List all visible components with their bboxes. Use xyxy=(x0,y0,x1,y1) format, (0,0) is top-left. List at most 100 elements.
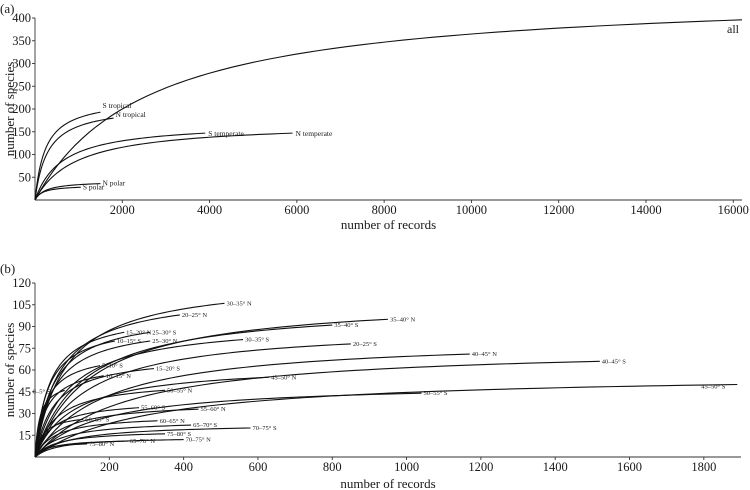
x-tick-label: 400 xyxy=(174,460,193,474)
curve-15-20-s xyxy=(34,368,154,458)
x-tick-label: 1800 xyxy=(691,460,716,474)
curve-label-n-temperate: N temperate xyxy=(295,129,333,138)
curve-label-0-5-s: 0–5° S xyxy=(33,388,51,395)
x-tick-label: 4000 xyxy=(197,203,222,217)
y-tick-label: 300 xyxy=(12,57,31,71)
curve-70-75-n xyxy=(34,439,184,458)
curve-label-45-50-s: 45–50° S xyxy=(701,384,725,391)
curve-label-75-80-s: 75–80° S xyxy=(167,431,191,438)
curve-0-5-s xyxy=(34,389,65,458)
curve-label-s-tropical: S tropical xyxy=(102,101,131,110)
curve-label-65-70-s: 65–70° S xyxy=(193,422,217,429)
curve-s-temperate xyxy=(34,132,206,201)
curve-65-70-n xyxy=(34,440,128,458)
curve-s-polar xyxy=(34,186,81,201)
curve-30-35-s xyxy=(34,339,244,458)
curve-label-s-temperate: S temperate xyxy=(208,129,244,138)
y-tick-label: 60 xyxy=(19,363,32,377)
curve-35-40-s xyxy=(34,324,333,458)
curve-label-10-15-n: 10–15° N xyxy=(106,373,131,380)
curve-label-25-30-n: 25–30° N xyxy=(152,338,177,345)
x-tick-label: 2000 xyxy=(110,203,135,217)
panel-b: (b) 15 30 45 60 75 90 105 120 200 400 600 800 1000 120… xyxy=(0,261,741,490)
x-tick-label: 8000 xyxy=(372,203,397,217)
curve-label-25-30-s: 25–30° S xyxy=(152,329,176,336)
y-tick-label: 30 xyxy=(19,407,32,421)
y-tick-label: 200 xyxy=(12,102,31,116)
x-tick-label: 10000 xyxy=(456,203,487,217)
y-tick-label: 400 xyxy=(12,11,31,25)
y-tick-label: 105 xyxy=(12,298,31,312)
curve-label-55-60-s: 55–60° S xyxy=(141,405,165,412)
curve-label-45-50-n: 45–50° N xyxy=(271,374,296,381)
x-tick-label: 200 xyxy=(100,460,119,474)
y-tick-label: 100 xyxy=(12,148,31,162)
y-tick-label: 90 xyxy=(19,320,32,334)
curve-65-70-s xyxy=(34,424,192,458)
y-tick-label: 75 xyxy=(19,341,32,355)
curve-label-35-40-s: 35–40° S xyxy=(334,322,358,329)
curve-label-s-polar: S polar xyxy=(83,182,105,191)
x-tick-label: 16000 xyxy=(718,203,749,217)
curve-label-60-65-n: 60–65° N xyxy=(160,418,185,425)
curve-all xyxy=(34,19,743,201)
curve-label-65-70-n: 65–70° N xyxy=(130,438,155,445)
curve-5-10-s xyxy=(34,365,101,458)
x-tick-label: 1000 xyxy=(394,460,419,474)
curve-label-35-40-n: 35–40° N xyxy=(390,316,415,323)
curve-60-65-n xyxy=(34,420,158,458)
x-tick-label: 1400 xyxy=(543,460,568,474)
curve-40-45-s xyxy=(34,360,600,458)
curve-label-20-25-n: 20–25° N xyxy=(182,312,207,319)
curve-label-50-55-s: 50–55° S xyxy=(423,390,447,397)
curve-label-30-35-n: 30–35° N xyxy=(227,300,252,307)
curve-label-10-15-s: 10–15° S xyxy=(117,338,141,345)
curve-s-tropical xyxy=(34,111,101,201)
y-tick-label: 50 xyxy=(19,170,32,184)
curve-label-70-75-s: 70–75° S xyxy=(253,425,277,432)
curve-label-40-45-n: 40–45° N xyxy=(472,351,497,358)
y-axis-title: number of species xyxy=(2,323,17,418)
x-tick-label: 6000 xyxy=(284,203,309,217)
x-tick-label: 12000 xyxy=(543,203,574,217)
x-tick-label: 800 xyxy=(323,460,342,474)
curve-45-50-s xyxy=(34,383,738,458)
x-tick-label: 600 xyxy=(249,460,268,474)
x-axis-title: number of records xyxy=(340,476,435,490)
y-tick-label: 350 xyxy=(12,34,31,48)
panel-a: (a) 50 100 150 200 250 300 350 400 2000 4000 6000 80… xyxy=(0,1,749,232)
curve-label-70-75-n: 70–75° N xyxy=(186,437,211,444)
curve-label-30-35-s: 30–35° S xyxy=(245,337,269,344)
y-tick-label: 150 xyxy=(12,125,31,139)
curve-label-15-20-s: 15–20° S xyxy=(156,366,180,373)
curve-75-80-n xyxy=(34,443,88,458)
curve-label-55-60-n: 55–60° N xyxy=(200,406,225,413)
curve-25-30-s xyxy=(34,331,151,458)
x-tick-label: 1600 xyxy=(617,460,642,474)
curve-55-60-s xyxy=(34,407,140,458)
panel-label-b: (b) xyxy=(0,261,15,276)
curve-50-55-s xyxy=(34,392,422,458)
curve-50-55-n xyxy=(34,389,166,458)
y-tick-label: 15 xyxy=(19,428,32,442)
curve-label-all: all xyxy=(727,22,740,36)
y-tick-label: 120 xyxy=(12,276,31,290)
y-axis-title: number of species xyxy=(2,62,17,157)
curve-40-45-n xyxy=(34,353,470,458)
curve-label-5-10-s: 5–10° S xyxy=(102,363,123,370)
curve-label-n-tropical: N tropical xyxy=(116,110,146,119)
x-tick-label: 14000 xyxy=(630,203,661,217)
curve-label-50-55-n: 50–55° N xyxy=(167,387,192,394)
curve-55-60-n xyxy=(34,408,199,458)
curve-label-60-65-s: 60–65° S xyxy=(85,416,109,423)
x-tick-label: 1200 xyxy=(468,460,493,474)
curve-20-25-s xyxy=(34,343,351,458)
curve-label-75-80-n: 75–80° N xyxy=(89,441,114,448)
curve-n-tropical xyxy=(34,117,114,201)
curve-n-temperate xyxy=(34,132,293,201)
curve-35-40-n xyxy=(34,318,389,458)
y-tick-label: 250 xyxy=(12,79,31,93)
y-tick-label: 45 xyxy=(19,385,32,399)
curve-label-20-25-s: 20–25° S xyxy=(353,341,377,348)
